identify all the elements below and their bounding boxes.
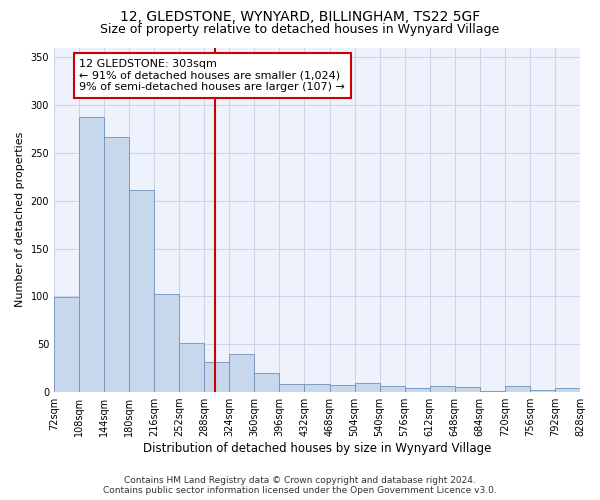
Bar (254, 373, 280, 392)
Bar (104, 138, 129, 392)
Bar (54, 298, 79, 392)
Bar (380, 386, 404, 392)
Y-axis label: Number of detached properties: Number of detached properties (15, 132, 25, 308)
Text: 12 GLEDSTONE: 303sqm
← 91% of detached houses are smaller (1,024)
9% of semi-det: 12 GLEDSTONE: 303sqm ← 91% of detached h… (79, 59, 345, 92)
Bar (480, 391, 505, 392)
Bar (79, 118, 104, 392)
Text: Contains HM Land Registry data © Crown copyright and database right 2024.
Contai: Contains HM Land Registry data © Crown c… (103, 476, 497, 495)
Text: 12, GLEDSTONE, WYNYARD, BILLINGHAM, TS22 5GF: 12, GLEDSTONE, WYNYARD, BILLINGHAM, TS22… (120, 10, 480, 24)
Text: Size of property relative to detached houses in Wynyard Village: Size of property relative to detached ho… (100, 22, 500, 36)
Bar (280, 384, 304, 392)
X-axis label: Distribution of detached houses by size in Wynyard Village: Distribution of detached houses by size … (143, 442, 491, 455)
Bar (555, 388, 580, 392)
Bar (530, 390, 555, 392)
Bar (179, 344, 205, 392)
Bar (129, 190, 154, 392)
Bar (455, 388, 480, 392)
Bar (505, 386, 530, 392)
Bar (355, 384, 380, 392)
Bar (154, 294, 179, 392)
Bar (404, 388, 430, 392)
Bar (304, 384, 329, 392)
Bar (329, 386, 355, 392)
Bar (430, 386, 455, 392)
Bar (205, 362, 229, 392)
Bar (229, 354, 254, 392)
